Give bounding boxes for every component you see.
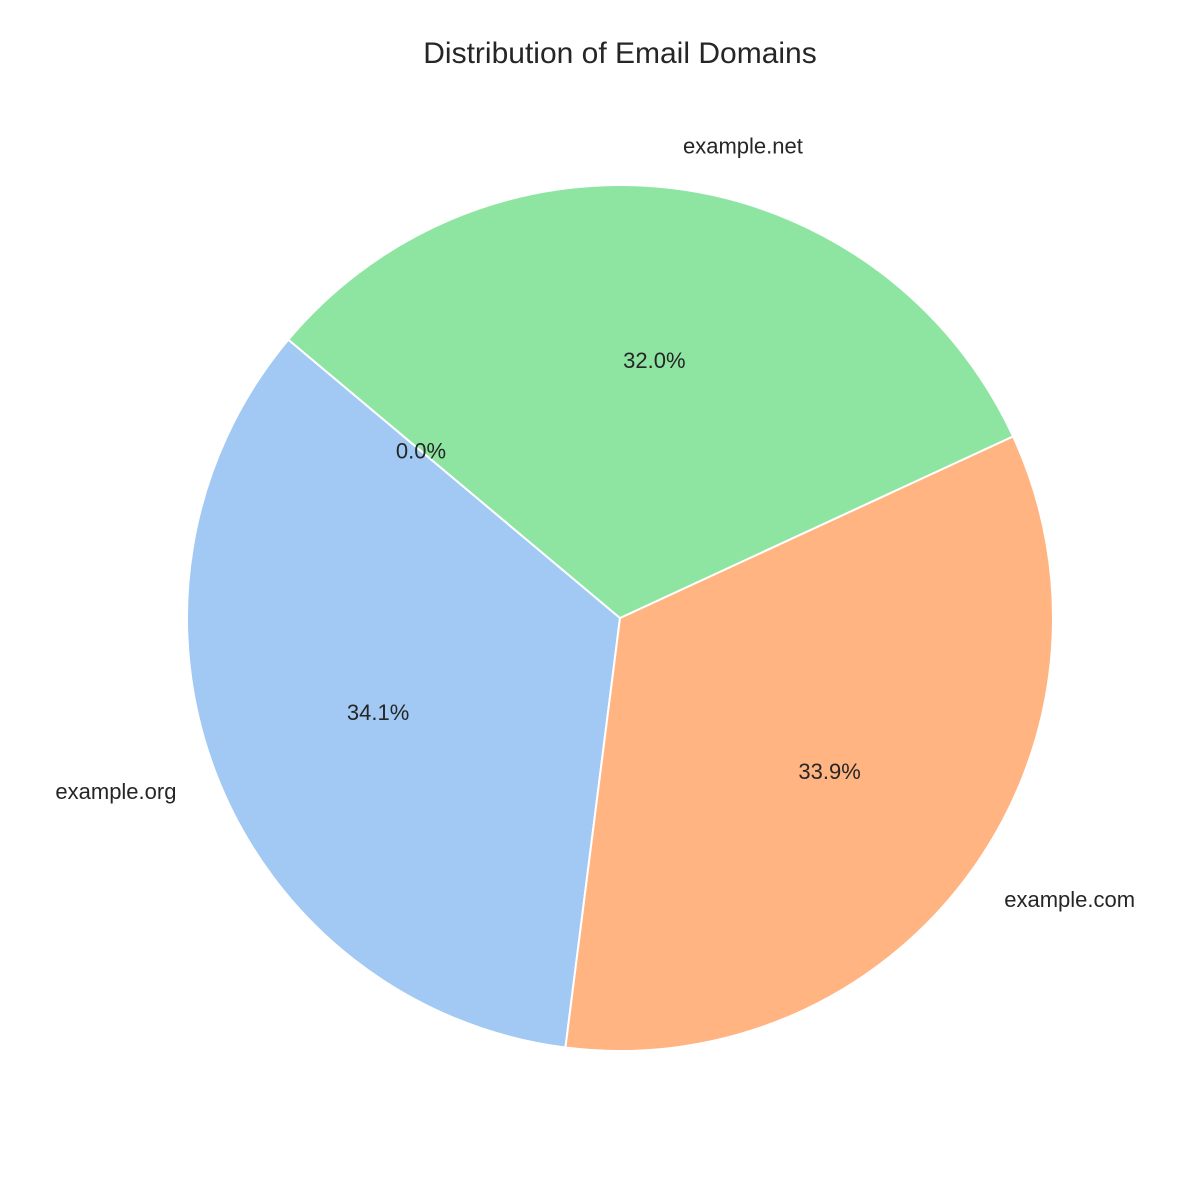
slice-label-example-com: example.com (1004, 887, 1135, 912)
chart-title: Distribution of Email Domains (423, 37, 816, 70)
slice-label-example-net: example.net (683, 133, 803, 158)
slice-label-example-org: example.org (55, 779, 176, 804)
pct-label-example-net: 32.0% (623, 348, 685, 373)
pct-label-example-com: 33.9% (798, 759, 860, 784)
pct-label-slice-3: 0.0% (396, 439, 446, 464)
pct-label-example-org: 34.1% (347, 700, 409, 725)
pie-slice-example-org (186, 338, 621, 1049)
slices-layer (186, 184, 1055, 1052)
pie-slice-example-net (287, 184, 1015, 619)
pie-slice-example-com (564, 435, 1055, 1052)
labels-layer: example.org 34.1% example.com 33.9% example.… (55, 133, 1135, 912)
